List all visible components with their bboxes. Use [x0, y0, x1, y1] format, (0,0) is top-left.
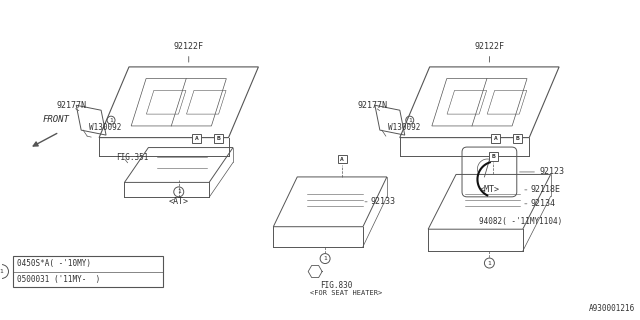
- Text: <MT>: <MT>: [479, 185, 499, 194]
- Text: 92122F: 92122F: [174, 42, 204, 62]
- Text: <FOR SEAT HEATER>: <FOR SEAT HEATER>: [310, 291, 383, 296]
- Text: 92177N: 92177N: [358, 101, 388, 110]
- Bar: [13, 256, 163, 287]
- Text: 1: 1: [0, 269, 3, 274]
- Text: 92133: 92133: [371, 197, 396, 206]
- Text: 1: 1: [408, 118, 412, 123]
- Bar: [513, 134, 522, 143]
- Text: B: B: [217, 136, 220, 140]
- Text: A: A: [493, 136, 497, 140]
- Text: 92118E: 92118E: [531, 185, 561, 194]
- Text: A930001216: A930001216: [589, 304, 635, 313]
- Text: B: B: [515, 136, 519, 140]
- Bar: [192, 134, 201, 143]
- Text: 92177N: 92177N: [56, 101, 86, 110]
- Text: 1: 1: [323, 256, 327, 261]
- Text: FIG.351: FIG.351: [116, 153, 148, 162]
- Text: <AT>: <AT>: [169, 197, 189, 206]
- Text: FIG.830: FIG.830: [320, 281, 353, 290]
- Text: A: A: [340, 156, 344, 162]
- Text: 1: 1: [488, 260, 492, 266]
- Bar: [337, 155, 346, 164]
- Bar: [491, 134, 500, 143]
- Text: 1: 1: [177, 189, 180, 194]
- Bar: [214, 134, 223, 143]
- Text: 1: 1: [109, 118, 113, 123]
- Text: FRONT: FRONT: [43, 115, 70, 124]
- Text: 92122F: 92122F: [474, 42, 504, 62]
- Text: 0450S*A( -'10MY): 0450S*A( -'10MY): [17, 259, 92, 268]
- Bar: [489, 152, 498, 161]
- Text: 92123: 92123: [539, 167, 564, 176]
- Text: W130092: W130092: [89, 123, 122, 132]
- Text: 94082( -'11MY1104): 94082( -'11MY1104): [479, 217, 563, 226]
- Text: A: A: [195, 136, 198, 140]
- Text: W130092: W130092: [388, 123, 420, 132]
- Text: 92134: 92134: [531, 199, 556, 208]
- Text: B: B: [492, 154, 495, 159]
- Text: 0500031 ('11MY-  ): 0500031 ('11MY- ): [17, 275, 100, 284]
